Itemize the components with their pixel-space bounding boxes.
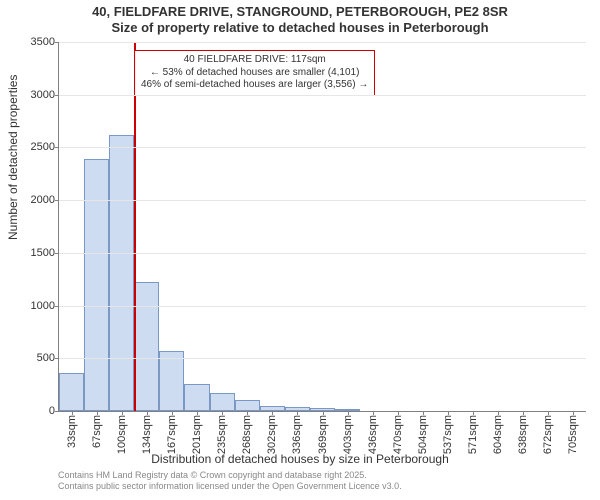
bar [210,393,235,411]
x-tick-label: 100sqm [116,415,128,454]
callout-line2: ← 53% of detached houses are smaller (4,… [141,67,368,80]
y-tick-mark [55,95,59,96]
grid-line [59,147,586,148]
grid-line [59,42,586,43]
x-tick-label: 604sqm [492,415,504,454]
y-tick-label: 2000 [31,194,55,206]
plot-area: 40 FIELDFARE DRIVE: 117sqm ← 53% of deta… [58,42,586,412]
y-tick-mark [55,200,59,201]
grid-line [59,95,586,96]
bar [235,400,260,411]
bars-layer [59,42,586,411]
x-tick-label: 302sqm [266,415,278,454]
x-tick-label: 134sqm [141,415,153,454]
y-tick-mark [55,42,59,43]
y-tick-mark [55,147,59,148]
y-tick-label: 3500 [31,36,55,48]
bar [109,135,134,411]
grid-line [59,253,586,254]
x-tick-label: 268sqm [241,415,253,454]
x-axis-label: Distribution of detached houses by size … [0,452,600,466]
attribution-line2: Contains public sector information licen… [58,481,402,492]
callout-line1: 40 FIELDFARE DRIVE: 117sqm [141,54,368,67]
x-tick-label: 167sqm [166,415,178,454]
x-tick-label: 67sqm [91,415,103,448]
y-tick-mark [55,253,59,254]
y-tick-label: 500 [37,352,55,364]
chart-card: 40, FIELDFARE DRIVE, STANGROUND, PETERBO… [0,0,600,500]
y-tick-label: 2500 [31,141,55,153]
x-tick-label: 336sqm [291,415,303,454]
chart-title-line1: 40, FIELDFARE DRIVE, STANGROUND, PETERBO… [0,4,600,20]
x-tick-label: 705sqm [567,415,579,454]
grid-line [59,200,586,201]
attribution: Contains HM Land Registry data © Crown c… [58,470,402,493]
callout-line3: 46% of semi-detached houses are larger (… [141,79,368,92]
chart-title-line2: Size of property relative to detached ho… [0,20,600,35]
y-tick-mark [55,411,59,412]
x-tick-label: 672sqm [542,415,554,454]
bar [184,384,209,411]
x-tick-label: 436sqm [367,415,379,454]
x-tick-label: 537sqm [442,415,454,454]
y-tick-mark [55,358,59,359]
bar [59,373,84,411]
x-tick-label: 403sqm [342,415,354,454]
y-tick-label: 0 [49,405,55,417]
x-tick-label: 470sqm [392,415,404,454]
x-tick-label: 571sqm [467,415,479,454]
y-tick-mark [55,306,59,307]
x-tick-label: 235sqm [216,415,228,454]
x-tick-label: 638sqm [517,415,529,454]
callout-box: 40 FIELDFARE DRIVE: 117sqm ← 53% of deta… [134,50,375,96]
y-tick-label: 3000 [31,89,55,101]
bar [134,282,159,411]
y-tick-label: 1500 [31,247,55,259]
bar [159,351,184,411]
marker-line [134,42,136,411]
x-tick-label: 33sqm [66,415,78,448]
attribution-line1: Contains HM Land Registry data © Crown c… [58,470,402,481]
x-tick-label: 504sqm [417,415,429,454]
bar [84,159,109,411]
x-tick-label: 369sqm [317,415,329,454]
x-tick-label: 201sqm [191,415,203,454]
y-tick-label: 1000 [31,300,55,312]
grid-line [59,358,586,359]
grid-line [59,306,586,307]
y-axis-label: Number of detached properties [6,75,20,240]
